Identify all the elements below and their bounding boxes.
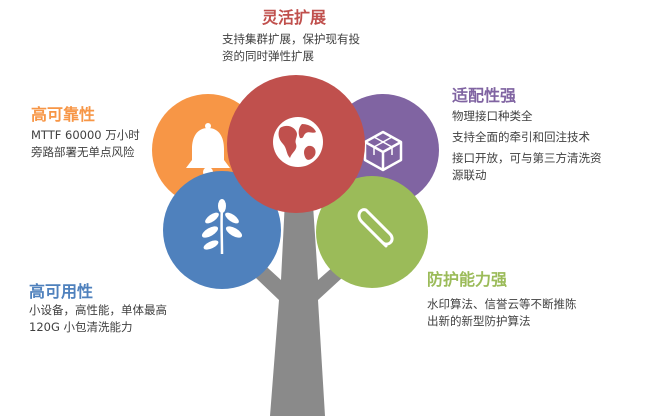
flexibility-circle (227, 75, 365, 213)
feature-title: 高可靠性 (31, 105, 96, 124)
paperclip-icon (357, 208, 394, 248)
feature-description-line: MTTF 60000 万小时 (31, 128, 140, 142)
bell-icon (186, 123, 230, 177)
feature-high-usability: 高可用性 小设备，高性能，单体最高 120G 小包清洗能力 (29, 282, 167, 336)
feature-high-reliability: 高可靠性 MTTF 60000 万小时 旁路部署无单点风险 (31, 105, 140, 161)
globe-icon (273, 117, 323, 167)
usability-circle (163, 171, 281, 289)
feature-flexible-expansion: 灵活扩展 支持集群扩展，保护现有投 资的同时弹性扩展 (222, 8, 360, 65)
feature-title: 适配性强 (452, 86, 517, 105)
protection-circle (316, 176, 428, 288)
cube-icon (363, 130, 403, 172)
feature-description-line: 出新的新型防护算法 (427, 314, 531, 328)
feature-strong-adaptability: 适配性强 物理接口种类全 支持全面的牵引和回注技术 接口开放，可与第三方清洗资 … (452, 86, 602, 184)
feature-description-line: 水印算法、信誉云等不断推陈 (427, 297, 577, 311)
feature-description-line: 小设备，高性能，单体最高 (29, 303, 167, 317)
feature-description-line: 120G 小包清洗能力 (29, 320, 133, 334)
tree-trunk (214, 120, 392, 416)
feature-description-line: 支持集群扩展，保护现有投 (222, 32, 360, 46)
feature-description-line: 资的同时弹性扩展 (222, 49, 314, 63)
feature-description-line: 支持全面的牵引和回注技术 (452, 130, 590, 144)
feature-title: 防护能力强 (427, 270, 508, 289)
feature-description-line: 源联动 (452, 168, 487, 182)
leaf-icon (201, 199, 243, 255)
feature-title: 灵活扩展 (262, 8, 327, 27)
feature-description-line: 旁路部署无单点风险 (31, 145, 135, 159)
feature-description-line: 接口开放，可与第三方清洗资 (452, 151, 602, 165)
feature-description-line: 物理接口种类全 (452, 109, 533, 123)
feature-strong-protection: 防护能力强 水印算法、信誉云等不断推陈 出新的新型防护算法 (427, 270, 577, 330)
feature-title: 高可用性 (29, 282, 94, 301)
